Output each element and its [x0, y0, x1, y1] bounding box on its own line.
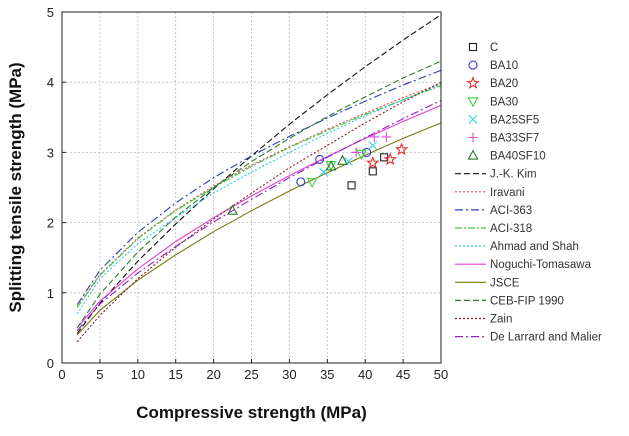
legend-label-ba40sf10: BA40SF10 [490, 151, 546, 163]
x-tick-label: 10 [131, 367, 145, 382]
curve-noguchi-tomasawa [76, 104, 442, 329]
point-ba10 [296, 177, 306, 187]
legend-marker-ba40sf10 [467, 149, 479, 160]
x-tick-label: 5 [96, 367, 103, 382]
point-ba30 [306, 177, 318, 189]
legend-label-ba33sf7: BA33SF7 [490, 133, 539, 145]
legend-label-aci-363: ACI-363 [490, 205, 532, 217]
curve-j-k-kim [76, 14, 442, 334]
legend-marker-ba33sf7 [468, 132, 478, 143]
curve-de-larrard-and-malier [76, 100, 442, 332]
point-ba33sf7 [381, 131, 392, 142]
legend-label-de-larrard-and-malier: De Larrard and Malier [490, 332, 602, 344]
y-tick-label: 4 [47, 75, 54, 90]
curve-aci-363 [76, 69, 442, 306]
legend-label-zain: Zain [490, 314, 512, 326]
y-tick-label: 1 [47, 286, 54, 301]
legend-marker-c [468, 42, 478, 52]
point-ba30 [355, 149, 367, 160]
legend-marker-ba10 [468, 60, 478, 70]
x-tick-label: 50 [434, 367, 448, 382]
point-ba25sf5 [368, 140, 378, 150]
legend-label-noguchi-tomasawa: Noguchi-Tomasawa [490, 259, 592, 271]
y-tick-label: 3 [47, 145, 54, 160]
point-ba40sf10 [325, 160, 337, 171]
legend-marker-ba30 [467, 97, 479, 108]
point-ba20 [366, 155, 380, 169]
y-tick-label: 0 [47, 356, 54, 371]
curve-ahmad-and-shah [76, 83, 442, 315]
legend-label-c: C [490, 42, 498, 54]
x-tick-label: 25 [244, 367, 258, 382]
point-ba10 [315, 154, 325, 164]
legend-label-ba20: BA20 [490, 78, 518, 90]
x-axis-title: Compressive strength (MPa) [136, 403, 367, 422]
point-ba10 [362, 147, 372, 157]
legend-label-aci-318: ACI-318 [490, 223, 532, 235]
curve-ceb-fip-1990 [76, 60, 442, 329]
x-tick-label: 45 [396, 367, 410, 382]
x-tick-label: 40 [358, 367, 372, 382]
legend-label-jsce: JSCE [490, 277, 520, 289]
legend-marker-ba20 [466, 76, 480, 89]
point-ba33sf7 [369, 131, 380, 142]
data-points [227, 131, 409, 215]
legend: C BA10 BA20 BA30 BA25SF5 BA33SF7 BA40SF10 J.-K.… [455, 42, 602, 344]
x-tick-label: 15 [168, 367, 182, 382]
legend-label-iravani: Iravani [490, 187, 525, 199]
legend-label-ba10: BA10 [490, 60, 518, 72]
y-tick-label: 2 [47, 216, 54, 231]
x-tick-label: 30 [282, 367, 296, 382]
legend-label-ceb-fip-1990: CEB-FIP 1990 [490, 295, 564, 307]
x-tick-label: 35 [320, 367, 334, 382]
point-c [368, 167, 377, 176]
point-ba20 [394, 142, 409, 156]
legend-label-ahmad-and-shah: Ahmad and Shah [490, 241, 579, 253]
legend-marker-ba25sf5 [468, 115, 478, 124]
curve-aci-318 [76, 85, 442, 308]
point-c [347, 181, 356, 190]
grid [62, 12, 441, 363]
y-axis-title: Splitting tensile strength (MPa) [6, 62, 25, 312]
legend-label-ba25sf5: BA25SF5 [490, 114, 539, 126]
point-ba30 [325, 160, 337, 172]
curve-jsce [76, 122, 442, 336]
point-ba25sf5 [319, 167, 328, 177]
point-ba40sf10 [337, 154, 348, 165]
point-ba33sf7 [351, 147, 362, 158]
legend-label-ba30: BA30 [490, 96, 518, 108]
point-ba40sf10 [227, 204, 238, 215]
model-curves [76, 14, 442, 343]
point-ba20 [383, 152, 397, 166]
curve-zain [76, 81, 442, 343]
legend-label-j-k-kim: J.-K. Kim [490, 169, 537, 181]
x-tick-label: 20 [206, 367, 220, 382]
x-tick-label: 0 [58, 367, 65, 382]
y-tick-label: 5 [47, 5, 54, 20]
